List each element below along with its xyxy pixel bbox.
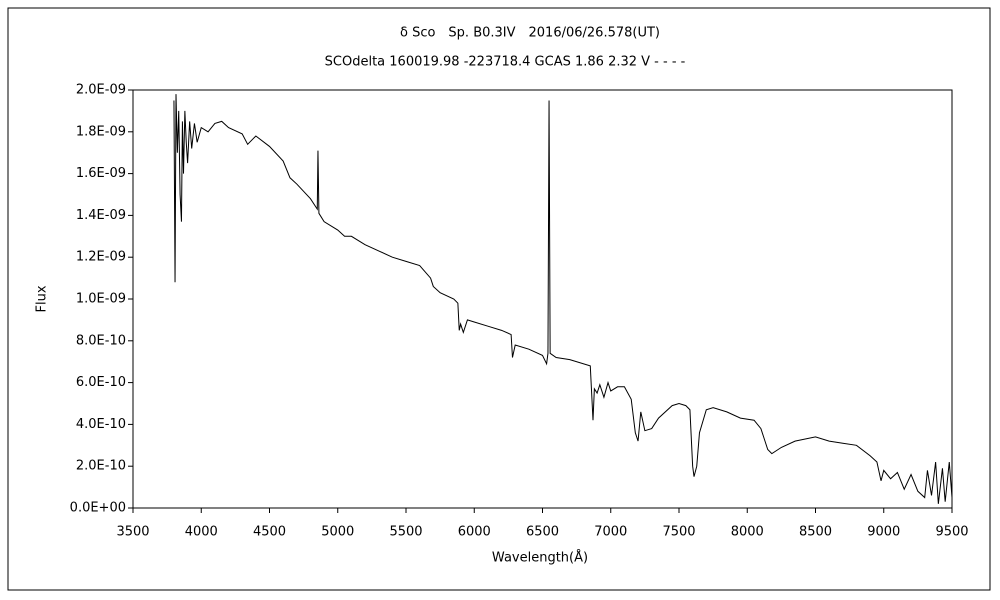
y-tick-label: 1.4E-09 (76, 208, 126, 223)
chart-subtitle: SCOdelta 160019.98 -223718.4 GCAS 1.86 2… (325, 55, 686, 70)
y-tick-label: 6.0E-10 (76, 375, 126, 390)
x-tick-label: 5000 (321, 525, 354, 540)
x-tick-label: 4500 (253, 525, 286, 540)
x-tick-label: 8500 (799, 525, 832, 540)
x-tick-label: 6000 (458, 525, 491, 540)
x-tick-label: 5500 (389, 525, 422, 540)
y-tick-label: 0.0E+00 (70, 501, 126, 516)
y-tick-label: 1.8E-09 (76, 124, 126, 139)
x-axis-label: Wavelength(Å) (492, 550, 588, 566)
x-tick-label: 7000 (594, 525, 627, 540)
y-tick-label: 1.0E-09 (76, 292, 126, 307)
x-tick-label: 6500 (526, 525, 559, 540)
x-tick-label: 3500 (116, 525, 149, 540)
x-tick-label: 8000 (731, 525, 764, 540)
chart-title: δ Sco Sp. B0.3IV 2016/06/26.578(UT) (400, 26, 660, 41)
x-tick-label: 9000 (867, 525, 900, 540)
spectrum-line (173, 94, 953, 504)
y-tick-label: 1.6E-09 (76, 166, 126, 181)
y-tick-label: 4.0E-10 (76, 417, 126, 432)
x-tick-label: 9500 (935, 525, 968, 540)
y-tick-label: 2.0E-09 (76, 83, 126, 98)
y-tick-label: 1.2E-09 (76, 250, 126, 265)
x-tick-label: 7500 (662, 525, 695, 540)
y-tick-label: 8.0E-10 (76, 333, 126, 348)
x-tick-label: 4000 (185, 525, 218, 540)
y-axis-label: Flux (35, 285, 50, 312)
plot-area (132, 89, 953, 509)
y-tick-label: 2.0E-10 (76, 459, 126, 474)
